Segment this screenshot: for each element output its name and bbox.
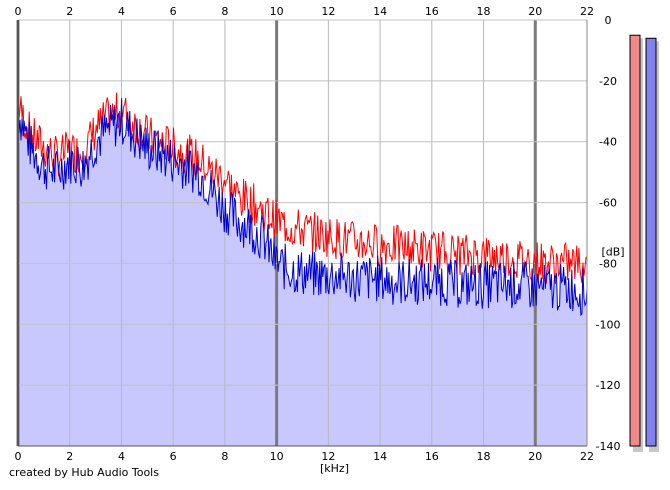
x-tick-label-bottom-6: 6 (170, 450, 177, 463)
blue-channel-line (17, 98, 588, 317)
level-meter-2 (645, 37, 657, 447)
x-tick-label-bottom-12: 12 (321, 450, 335, 463)
x-tick-label-bottom-20: 20 (528, 450, 542, 463)
x-tick-label-top-10: 10 (270, 5, 284, 18)
y-tick-label--60: -60 (599, 197, 617, 210)
x-tick-label-bottom-14: 14 (373, 450, 387, 463)
y-tick-label--20: -20 (599, 75, 617, 88)
x-tick-label-top-4: 4 (118, 5, 125, 18)
x-tick-label-top-22: 22 (580, 5, 594, 18)
x-tick-label-top-6: 6 (170, 5, 177, 18)
x-tick-label-bottom-22: 22 (580, 450, 594, 463)
x-tick-label-top-20: 20 (528, 5, 542, 18)
y-tick-label--100: -100 (596, 318, 621, 331)
y-axis-label: [dB] (601, 245, 624, 258)
y-tick-label-0: 0 (605, 14, 612, 27)
x-tick-label-bottom-10: 10 (270, 450, 284, 463)
x-tick-label-bottom-4: 4 (118, 450, 125, 463)
x-tick-label-bottom-16: 16 (425, 450, 439, 463)
x-tick-label-bottom-2: 2 (66, 450, 73, 463)
x-tick-label-top-0: 0 (15, 5, 22, 18)
red-channel-line (17, 92, 588, 285)
x-tick-label-bottom-8: 8 (221, 450, 228, 463)
level-meter-1 (629, 34, 641, 447)
y-tick-label--140: -140 (596, 440, 621, 453)
x-tick-label-top-8: 8 (221, 5, 228, 18)
x-tick-label-top-14: 14 (373, 5, 387, 18)
x-tick-label-bottom-18: 18 (477, 450, 491, 463)
x-tick-label-top-18: 18 (477, 5, 491, 18)
x-tick-label-top-16: 16 (425, 5, 439, 18)
x-tick-label-top-12: 12 (321, 5, 335, 18)
credit-text: created by Hub Audio Tools (9, 466, 159, 479)
x-tick-label-bottom-0: 0 (15, 450, 22, 463)
y-tick-label--40: -40 (599, 136, 617, 149)
y-tick-label--120: -120 (596, 379, 621, 392)
blue-channel-area (18, 98, 587, 447)
x-tick-label-top-2: 2 (66, 5, 73, 18)
y-tick-label--80: -80 (599, 257, 617, 270)
x-axis-label: [kHz] (320, 462, 349, 475)
